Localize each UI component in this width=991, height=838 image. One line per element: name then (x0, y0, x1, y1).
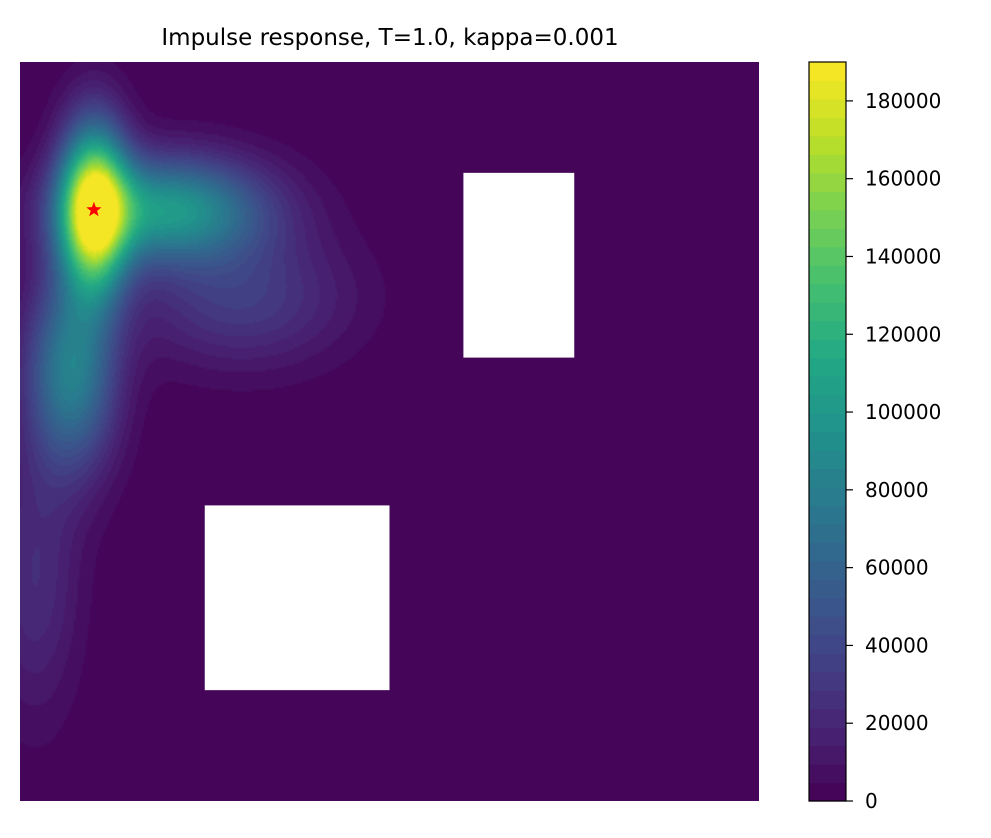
plot-area (20, 62, 759, 801)
colorbar-tick-label: 180000 (865, 89, 941, 113)
colorbar-band (809, 302, 846, 322)
colorbar-band (809, 671, 846, 691)
colorbar-band (809, 579, 846, 599)
colorbar-band (809, 634, 846, 654)
colorbar-tick-label: 60000 (865, 556, 929, 580)
colorbar-tick-label: 0 (865, 789, 878, 813)
source-star-marker (86, 201, 102, 217)
obstacles-layer (204, 172, 575, 691)
colorbar-band (809, 339, 846, 359)
colorbar-tick-label: 20000 (865, 711, 929, 735)
colorbar-band (809, 135, 846, 155)
colorbar-band (809, 265, 846, 285)
colorbar-band (809, 80, 846, 100)
colorbar-ticks: 0 20000 40000 60000 80000 100000 120000 140000 1… (846, 89, 941, 813)
colorbar-band (809, 357, 846, 377)
colorbar-band (809, 782, 846, 802)
colorbar: 0 20000 40000 60000 80000 100000 120000 140000 1… (808, 61, 941, 813)
colorbar-band (809, 283, 846, 303)
obstacle-lower-middle-block (204, 505, 390, 691)
marker-layer (86, 201, 102, 217)
colorbar-band (809, 616, 846, 636)
colorbar-band (809, 154, 846, 174)
colorbar-tick-label: 100000 (865, 400, 941, 424)
colorbar-bands (809, 62, 846, 802)
colorbar-band (809, 172, 846, 192)
colorbar-band (809, 98, 846, 119)
colorbar-band (809, 505, 846, 525)
colorbar-band (809, 191, 846, 211)
chart-title: Impulse response, T=1.0, kappa=0.001 (161, 25, 618, 51)
colorbar-band (809, 542, 846, 562)
colorbar-frame (808, 61, 847, 802)
colorbar-band (809, 560, 846, 580)
colorbar-band (809, 117, 846, 137)
colorbar-band (809, 468, 846, 488)
colorbar-band (809, 745, 846, 765)
colorbar-band (809, 376, 846, 396)
colorbar-band (809, 708, 846, 728)
colorbar-band (809, 246, 846, 266)
colorbar-band (809, 413, 846, 433)
colorbar-tick-label: 160000 (865, 167, 941, 191)
colorbar-band (809, 320, 846, 340)
colorbar-band (809, 690, 846, 710)
colorbar-tick-label: 40000 (865, 633, 929, 657)
colorbar-band (809, 727, 846, 747)
colorbar-tick-label: 120000 (865, 322, 941, 346)
colorbar-band (809, 597, 846, 617)
colorbar-band (809, 449, 846, 470)
colorbar-tick-label: 80000 (865, 478, 929, 502)
colorbar-band (809, 228, 846, 248)
colorbar-band (809, 486, 846, 506)
colorbar-band (809, 209, 846, 229)
colorbar-band (809, 523, 846, 543)
obstacle-upper-right-block (463, 172, 575, 358)
colorbar-band (809, 764, 846, 784)
colorbar-band (809, 62, 846, 82)
colorbar-band (809, 653, 846, 673)
colorbar-band (809, 394, 846, 414)
colorbar-band (809, 431, 846, 451)
colorbar-tick-label: 140000 (865, 244, 941, 268)
